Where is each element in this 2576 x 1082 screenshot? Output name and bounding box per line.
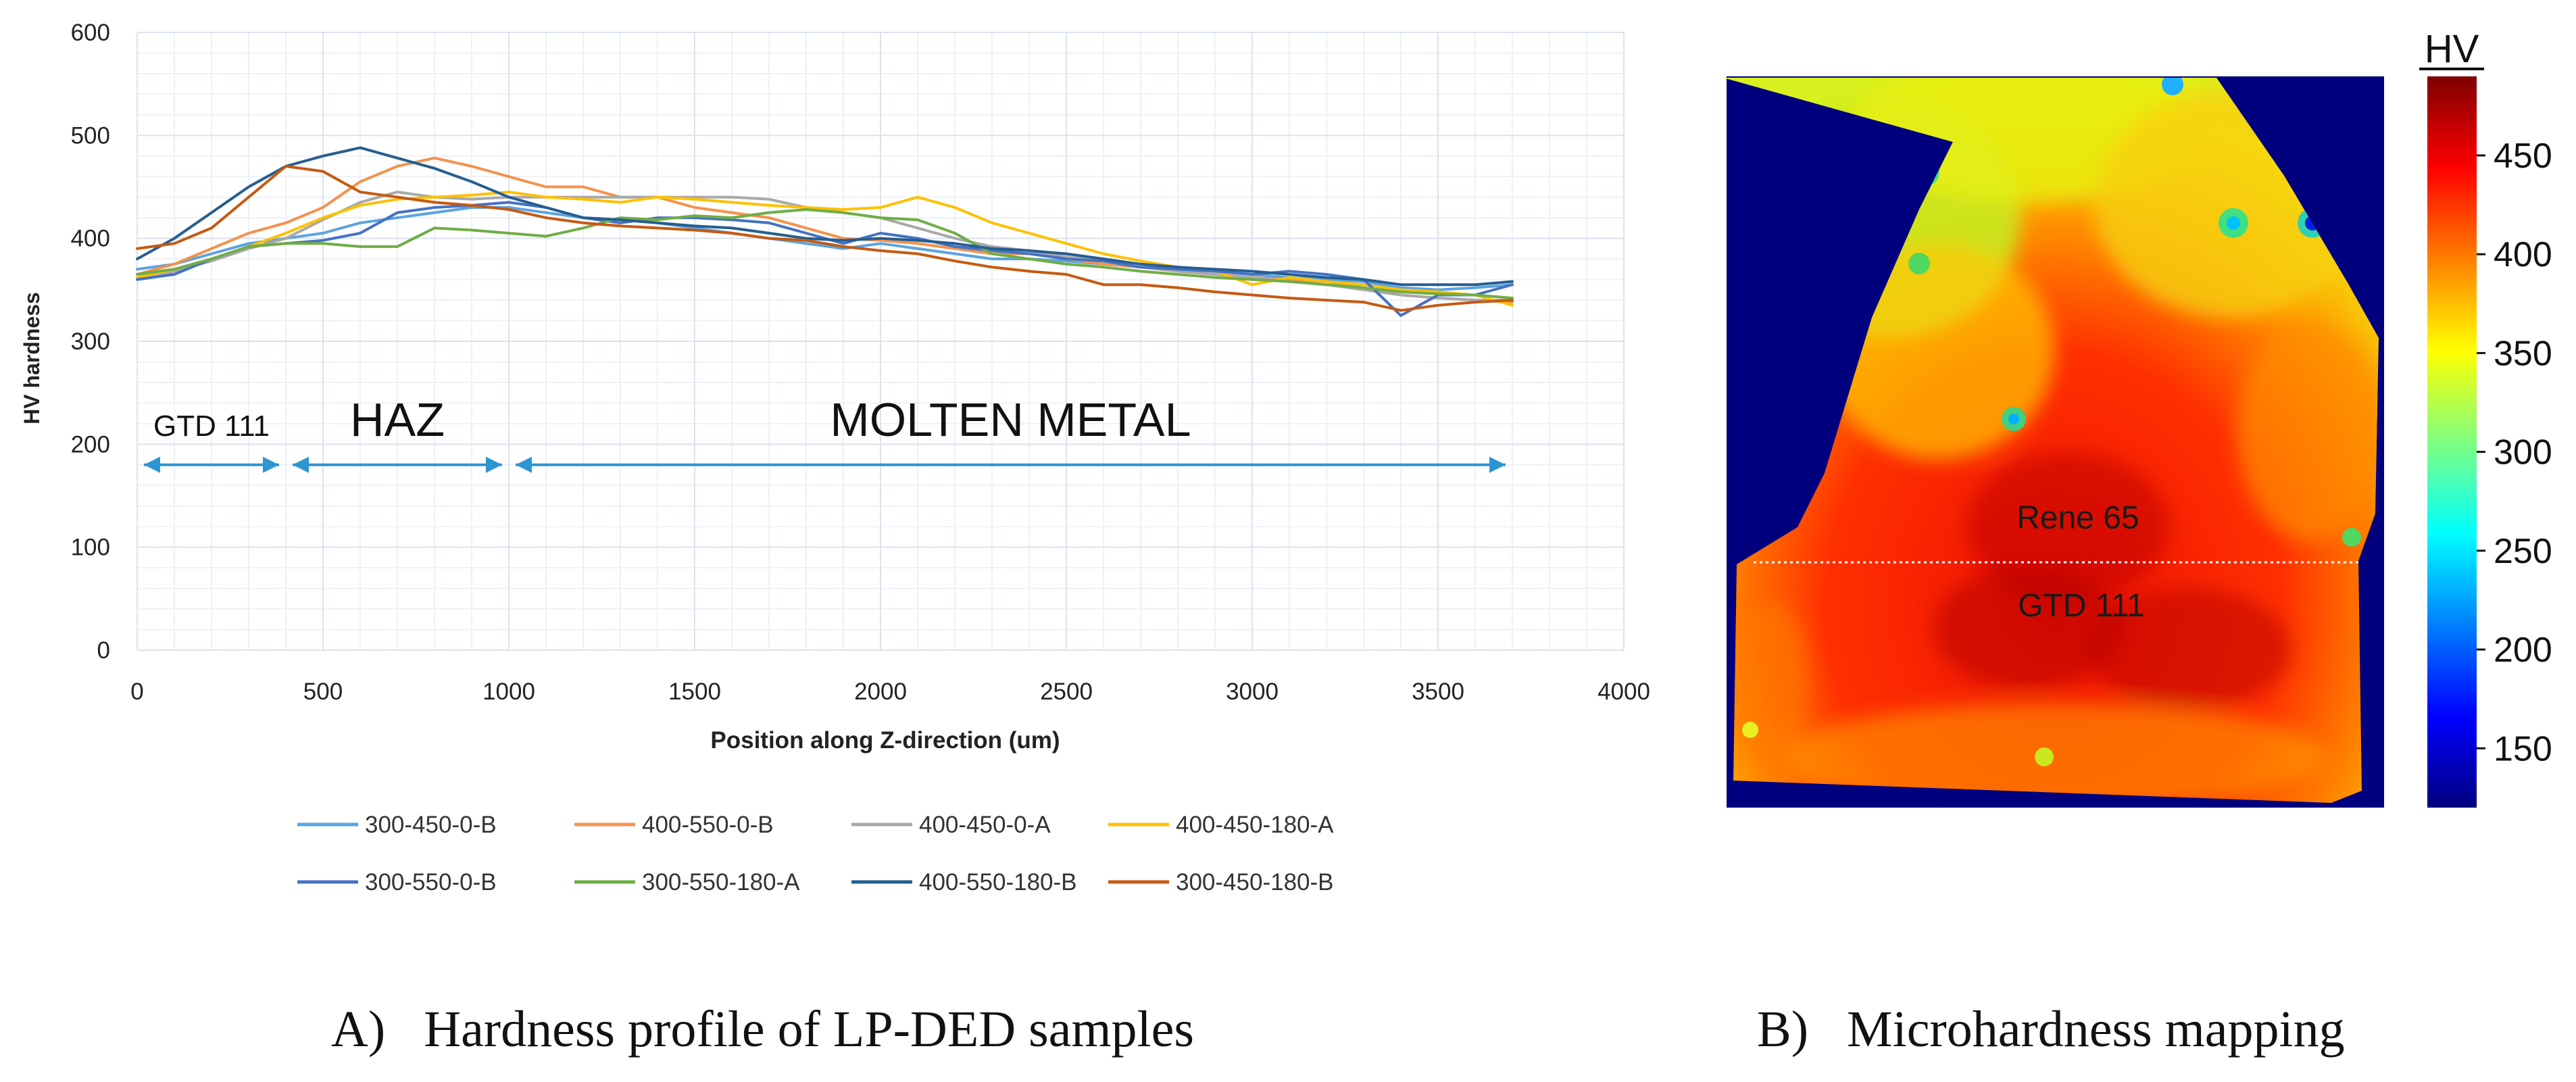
annotation-arrowhead [1489,456,1506,473]
microhardness-map: Rene 65 GTD 111 HV 150 200 250 300 350 400 450 [1723,27,2552,808]
y-tick-label: 0 [97,637,110,664]
y-tick-label: 200 [71,431,110,458]
colorbar-tick-label: 250 [2494,532,2552,571]
x-tick-label: 2000 [854,679,907,705]
y-tick-labels: 0 100 200 300 400 500 600 [71,20,110,664]
y-tick-label: 100 [71,535,110,561]
y-tick-label: 300 [71,328,110,355]
region-annotations: GTD 111 HAZ MOLTEN METAL [144,393,1506,473]
legend-label: 400-550-0-B [642,812,774,838]
x-tick-label: 2500 [1040,679,1093,705]
x-tick-label: 3500 [1412,679,1464,705]
colorbar-tick-label: 350 [2494,334,2552,373]
annotation-arrowhead [486,456,502,473]
legend-label: 400-550-180-B [919,869,1077,895]
y-axis-label: HV hardness [20,292,44,424]
annotation-label: GTD 111 [153,410,270,443]
series-line [136,165,1514,312]
series-lines [136,146,1514,317]
y-tick-label: 500 [71,122,110,149]
hardness-profile-chart: 0 100 200 300 400 500 600 0 500 1000 1500 2000 2500… [20,20,1650,895]
colorbar-tick-labels: 150 200 250 300 350 400 450 [2477,137,2552,768]
colorbar-tick-label: 450 [2494,137,2552,176]
x-axis-label: Position along Z-direction (um) [710,727,1060,754]
series-line [136,146,1514,287]
y-tick-label: 600 [71,20,110,46]
legend-label: 300-550-0-B [365,869,497,895]
series-line [136,208,1514,299]
region-label-gtd111: GTD 111 [2018,588,2145,624]
x-tick-label: 0 [130,679,143,705]
region-label-rene65: Rene 65 [2016,500,2139,536]
x-tick-label: 1500 [668,679,721,705]
series-line [136,206,1514,291]
x-tick-label: 1000 [482,679,535,705]
x-tick-label: 3000 [1226,679,1279,705]
legend-label: 400-450-180-A [1176,812,1334,838]
colorbar-tick-label: 150 [2494,729,2552,768]
colorbar-tick-label: 300 [2494,433,2552,472]
legend-label: 300-450-180-B [1176,869,1334,895]
legend-label: 400-450-0-A [919,812,1051,838]
legend-label: 300-550-180-A [642,869,800,895]
x-tick-label: 4000 [1597,679,1650,705]
annotation-arrowhead [293,456,309,473]
x-tick-labels: 0 500 1000 1500 2000 2500 3000 3500 4000 [130,679,1650,705]
chart-legend: 300-450-0-B 400-550-0-B 400-450-0-A 400-450… [297,812,1334,895]
legend-label: 300-450-0-B [365,812,497,838]
colorbar-title: HV [2425,27,2479,71]
y-tick-label: 400 [71,226,110,252]
annotation-arrowhead [263,456,279,473]
annotation-arrowhead [144,456,160,473]
annotation-arrowhead [516,456,532,473]
colorbar-tick-label: 400 [2494,235,2552,274]
colorbar [2427,76,2477,808]
colorbar-tick-label: 200 [2494,631,2552,670]
heatmap-field [1723,78,2379,803]
series-line [136,191,1514,307]
annotation-label: MOLTEN METAL [830,393,1191,446]
chart-grid-major [137,32,1625,651]
annotation-label: HAZ [350,393,445,446]
caption-b: B) Microhardness mapping [1757,1001,2345,1058]
x-tick-label: 500 [303,679,343,705]
caption-a: A) Hardness profile of LP-DED samples [331,1001,1194,1058]
